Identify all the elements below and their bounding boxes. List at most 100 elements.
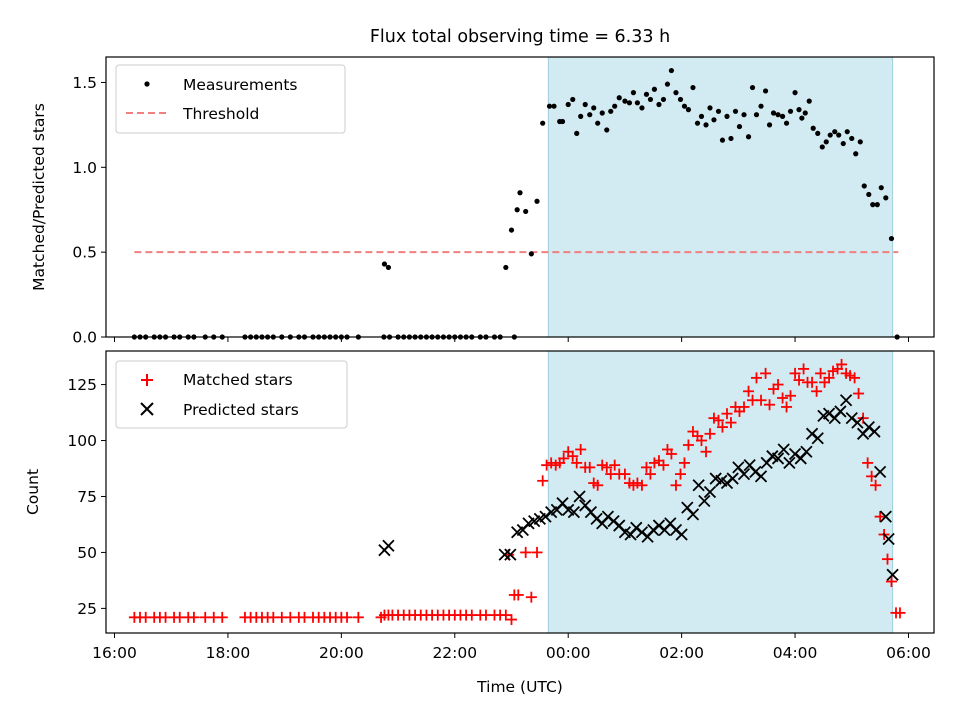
y-tick-label-top: 0.0 <box>72 329 97 347</box>
measurement-point <box>698 113 705 119</box>
series-matched-stars <box>128 358 906 626</box>
measurement-point <box>660 96 667 103</box>
legend-measurements-marker <box>144 81 150 87</box>
matched-star-point <box>636 479 648 491</box>
measurement-point <box>711 117 717 123</box>
x-tick-label: 22:00 <box>432 644 477 662</box>
series-predicted-stars <box>378 394 899 581</box>
measurement-point <box>616 95 622 101</box>
matched-star-point <box>674 468 686 480</box>
matched-star-point <box>657 459 669 471</box>
measurement-point <box>668 67 675 74</box>
predicted-star-point <box>498 548 511 561</box>
measurement-point <box>514 207 520 213</box>
matched-star-point <box>644 468 656 480</box>
predicted-star-point <box>886 568 899 581</box>
measurement-point <box>595 120 601 126</box>
measurement-point <box>690 84 696 91</box>
y-axis-label-top: Matched/Predicted stars <box>30 103 48 291</box>
figure-title: Flux total observing time = 6.33 h <box>370 27 670 47</box>
measurement-point <box>591 105 597 111</box>
predicted-star-point <box>726 472 739 485</box>
measurement-point <box>857 139 863 145</box>
measurement-point <box>823 139 829 145</box>
matched-star-point <box>853 388 865 400</box>
matched-star-point <box>760 367 772 379</box>
matched-star-point <box>558 452 570 464</box>
matched-star-point <box>836 358 848 370</box>
measurement-point <box>703 122 709 128</box>
matched-star-point <box>811 385 823 397</box>
measurement-point <box>802 110 808 116</box>
measurement-point <box>715 108 722 114</box>
matched-star-point <box>777 392 789 404</box>
measurement-point <box>883 195 889 201</box>
measurement-point <box>749 84 756 91</box>
y-tick-label-bottom: 50 <box>77 544 97 562</box>
measurement-point <box>792 90 798 96</box>
measurement-point <box>815 130 821 136</box>
measurement-point <box>762 88 769 94</box>
predicted-star-point <box>882 532 895 546</box>
measurement-point <box>643 91 650 97</box>
measurement-point <box>534 198 540 204</box>
matched-star-point <box>789 367 801 379</box>
y-tick-label-bottom: 25 <box>77 600 97 618</box>
measurement-point <box>685 107 692 113</box>
top-axes: 0.0 0.5 1.0 1.5 Matched/Predicted stars <box>30 56 935 347</box>
measurement-point <box>694 120 701 126</box>
measurement-point <box>503 264 509 271</box>
measurement-point <box>656 101 662 108</box>
measurement-point <box>827 132 833 138</box>
measurement-point <box>861 183 867 189</box>
matched-star-point <box>571 457 583 469</box>
measurement-point <box>736 123 743 130</box>
measurement-point <box>832 129 838 135</box>
axes-frame-top <box>105 56 935 338</box>
measurements-series <box>131 67 900 340</box>
matched-star-point <box>678 457 690 469</box>
measurement-point <box>523 208 529 215</box>
measurement-point <box>673 90 679 96</box>
predicted-star-point <box>698 494 711 508</box>
x-tick-label: 16:00 <box>92 644 137 662</box>
matched-star-point <box>216 611 228 623</box>
measurement-point <box>741 112 747 118</box>
predicted-star-point <box>879 510 892 523</box>
measurement-point <box>724 113 730 119</box>
matched-star-point <box>188 611 200 623</box>
measurement-point <box>878 185 884 191</box>
matched-star-point <box>700 446 712 458</box>
matched-star-point <box>712 414 724 426</box>
matched-star-point <box>862 457 874 469</box>
y-tick-label-top: 1.0 <box>72 159 97 177</box>
measurement-point <box>866 191 872 198</box>
predicted-star-point <box>834 405 847 418</box>
x-tick-label: 06:00 <box>886 644 931 662</box>
measurement-point <box>770 110 777 116</box>
measurement-point <box>874 202 880 208</box>
matched-star-point <box>341 611 353 623</box>
measurement-point <box>728 135 734 142</box>
matched-star-point <box>755 394 767 406</box>
observing-window-top <box>547 56 894 338</box>
matched-star-point <box>870 479 882 491</box>
matched-star-point <box>785 390 797 402</box>
measurement-point <box>775 112 781 118</box>
legend-threshold-label: Threshold <box>182 105 259 123</box>
predicted-star-point <box>851 416 864 429</box>
matched-star-point <box>695 435 707 447</box>
measurement-point <box>849 135 855 142</box>
matched-star-point <box>806 376 818 388</box>
measurement-point <box>836 132 842 138</box>
predicted-star-point <box>800 445 813 458</box>
measurement-point <box>508 227 515 233</box>
matched-star-point <box>584 461 596 473</box>
observing-window-bottom <box>547 350 894 634</box>
measurement-point <box>870 202 876 208</box>
top-legend: Measurements Threshold <box>115 64 346 134</box>
y-tick-label-bottom: 75 <box>77 488 97 506</box>
measurement-point <box>681 103 688 109</box>
measurement-point <box>888 235 895 242</box>
